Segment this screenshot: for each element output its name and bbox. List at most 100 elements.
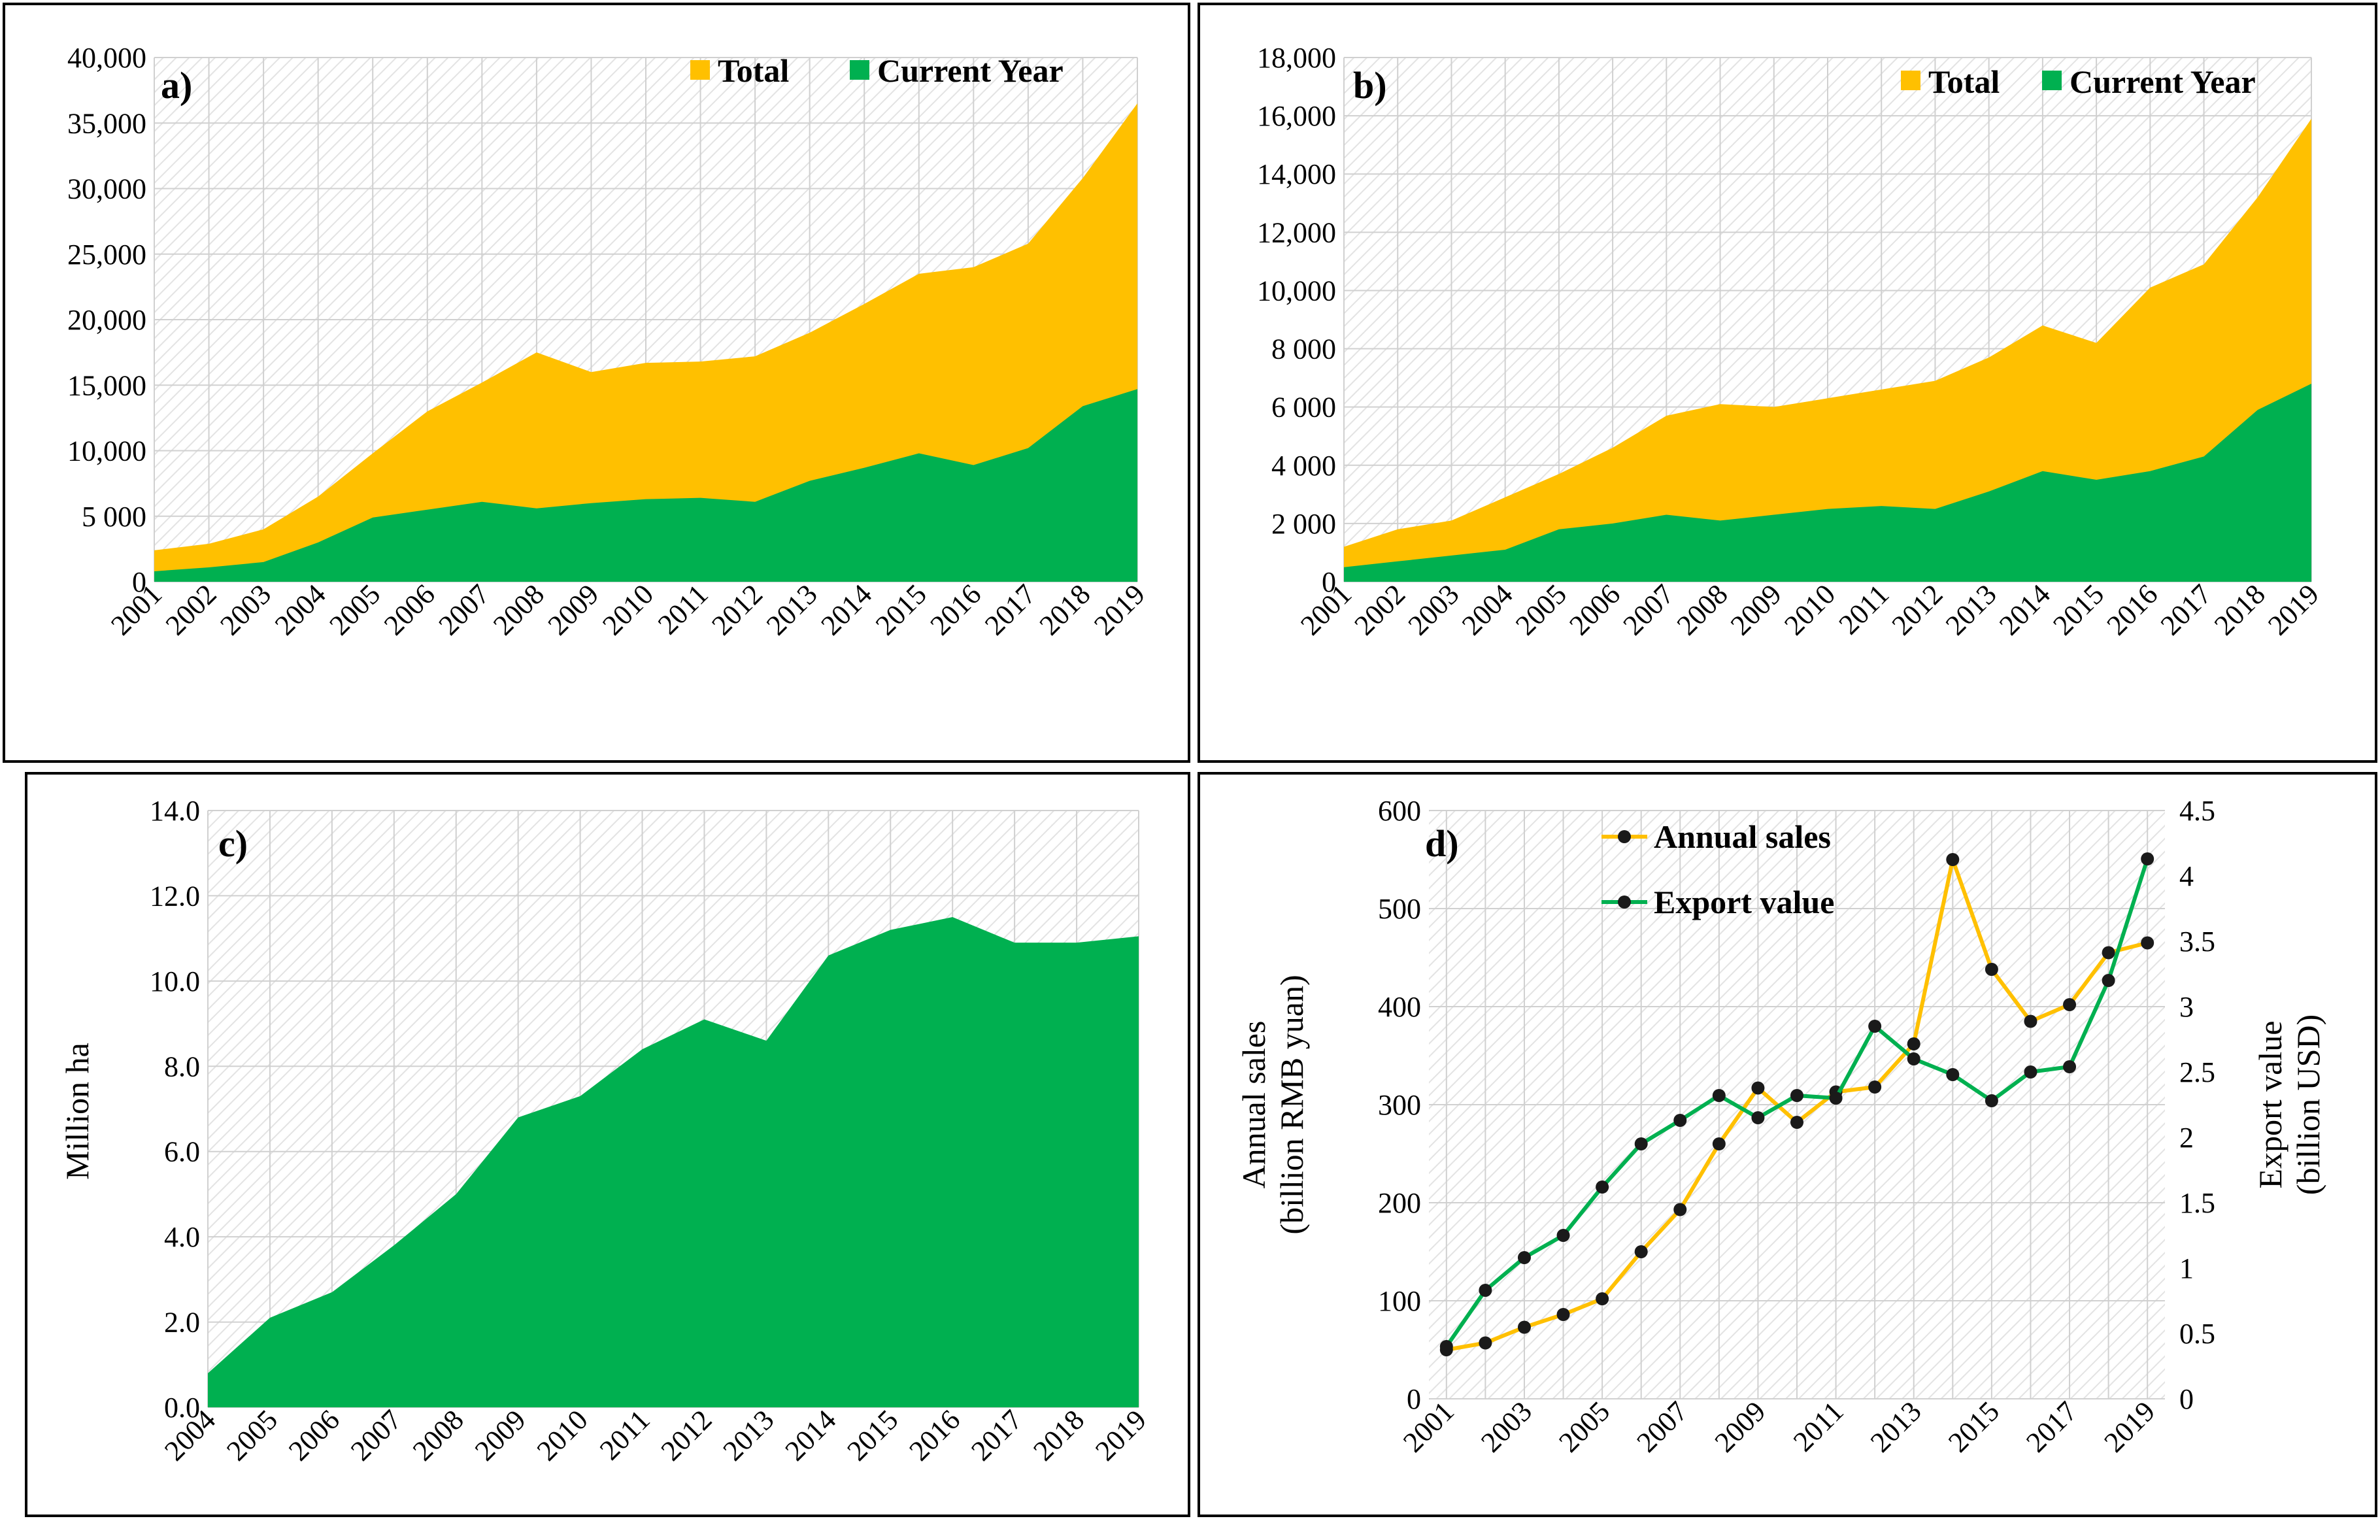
panel-a-y-tick: 40,000: [67, 42, 146, 74]
panel-d-point-annual-sales: [1673, 1203, 1687, 1216]
panel-d-point-export-value: [1673, 1114, 1687, 1127]
panel-c-y-tick: 6.0: [164, 1136, 200, 1168]
panel-b-area-current-year: [1344, 384, 2311, 582]
legend-a-current-label: Current Year: [877, 52, 1064, 89]
legend-b-current-label: Current Year: [2070, 63, 2256, 100]
panel-a-areas: [154, 103, 1137, 582]
panel-d-point-annual-sales: [2063, 998, 2077, 1011]
panel-d-y-title-line1: Annual sales: [1235, 1021, 1272, 1189]
panel-d-y-tick: 500: [1378, 893, 1421, 925]
panel-a: 0 5 000 10,000 15,000 20,000 25,000 30,000 35,0…: [3, 3, 1190, 763]
legend-b-current-swatch: [2042, 71, 2062, 90]
panel-d-point-annual-sales: [1517, 1320, 1531, 1334]
panel-b-legend: Total Current Year: [1901, 63, 2256, 100]
panel-d-y2-tick: 4.5: [2179, 795, 2215, 827]
panel-d-y-tick: 0: [1407, 1383, 1421, 1415]
panel-d-point-annual-sales: [1634, 1245, 1648, 1258]
panel-d-y2-tick: 3: [2179, 991, 2194, 1023]
panel-d-point-export-value: [1556, 1229, 1570, 1242]
panel-d-point-export-value: [2141, 852, 2154, 865]
panel-d-point-export-value: [1479, 1284, 1492, 1297]
legend-d-sales-marker: [1618, 830, 1631, 843]
panel-d-y2-tick: 0: [2179, 1383, 2194, 1415]
panel-d-y-tick: 200: [1378, 1187, 1421, 1219]
panel-d-legend: Annual sales Export value: [1601, 818, 1834, 920]
panel-d-point-export-value: [1517, 1251, 1531, 1264]
panel-d-point-annual-sales: [2024, 1014, 2037, 1028]
panel-d-y2-tick: 2.5: [2179, 1056, 2215, 1088]
panel-d-point-export-value: [1868, 1020, 1882, 1033]
panel-a-y-tick: 25,000: [67, 239, 146, 271]
panel-a-y-tick: 35,000: [67, 107, 146, 139]
panel-d-point-export-value: [1985, 1094, 1998, 1107]
panel-d-point-export-value: [1946, 1068, 1960, 1081]
panel-d-y-tick: 400: [1378, 991, 1421, 1023]
panel-b-y-tick: 16,000: [1257, 100, 1336, 132]
panel-a-y-axis: 0 5 000 10,000 15,000 20,000 25,000 30,000 35,0…: [67, 42, 146, 598]
panel-a-label: a): [161, 64, 192, 107]
panel-d-y-title: Annual sales (billion RMB yuan): [1235, 975, 1310, 1234]
panel-d-y-tick: 100: [1378, 1285, 1421, 1317]
panel-d-point-export-value: [1751, 1111, 1765, 1124]
panel-d-point-annual-sales: [1479, 1336, 1492, 1350]
panel-d-y2-title-line2: (billion USD): [2290, 1014, 2326, 1195]
panel-d-y2-tick: 0.5: [2179, 1318, 2215, 1350]
panel-d-y-title-line2: (billion RMB yuan): [1273, 975, 1310, 1234]
panel-b-y-tick: 0: [1322, 566, 1336, 598]
panel-b-y-tick: 8 000: [1271, 333, 1336, 365]
panel-d-y2-axis: 0 0.5 1 1.5 2 2.5 3 3.5 4 4.5: [2179, 795, 2215, 1415]
panel-d-y2-tick: 3.5: [2179, 926, 2215, 958]
legend-b-total-swatch: [1901, 71, 1920, 90]
panel-d-point-annual-sales: [1946, 853, 1960, 866]
panel-d-point-annual-sales: [1868, 1080, 1882, 1094]
panel-c-y-tick: 12.0: [150, 880, 200, 912]
panel-d-point-annual-sales: [2141, 936, 2154, 950]
legend-a-total-swatch: [690, 60, 710, 80]
panel-d-point-annual-sales: [1712, 1137, 1726, 1150]
panel-b-y-tick: 18,000: [1257, 42, 1336, 74]
panel-b-area-total: [1344, 118, 2311, 582]
panel-a-y-tick: 20,000: [67, 304, 146, 336]
panel-a-legend: Total Current Year: [690, 52, 1064, 89]
panel-b-areas: [1344, 118, 2311, 582]
panel-c-area-area: [208, 917, 1139, 1407]
panel-d-point-annual-sales: [1985, 963, 1998, 976]
panel-d-y2-title-line1: Export value: [2252, 1021, 2288, 1189]
panel-d-point-export-value: [1712, 1089, 1726, 1102]
panel-c-label: c): [218, 822, 248, 865]
legend-a-current-swatch: [850, 60, 869, 80]
panel-d-y2-tick: 1: [2179, 1252, 2194, 1284]
panel-c-y-title: Million ha: [59, 1043, 95, 1180]
panel-d-y-tick: 300: [1378, 1089, 1421, 1121]
panel-b-y-tick: 4 000: [1271, 450, 1336, 482]
panel-c-y-tick: 2.0: [164, 1307, 200, 1339]
panel-d-lines: [1439, 852, 2154, 1356]
panel-b-y-tick: 6 000: [1271, 392, 1336, 424]
panel-a-y-tick: 0: [132, 566, 146, 598]
panel-d-point-annual-sales: [1556, 1308, 1570, 1321]
panel-a-y-tick: 30,000: [67, 173, 146, 205]
panel-d: 0 100 200 300 400 500 600 0 0.5 1 1.5 2 2.5 3 3.5 4 4.5…: [1198, 772, 2377, 1517]
panel-d-y2-title: Export value (billion USD): [2252, 1014, 2326, 1195]
panel-b-y-axis: 0 2 000 4 000 6 000 8 000 10,000 12,000 14,000 1…: [1257, 42, 1336, 598]
panel-d-point-export-value: [1829, 1092, 1843, 1105]
panel-d-y-axis: 0 100 200 300 400 500 600: [1378, 795, 1421, 1415]
panel-d-point-export-value: [1907, 1052, 1920, 1065]
panel-c-y-tick: 0.0: [164, 1392, 200, 1424]
panel-d-y2-tick: 2: [2179, 1122, 2194, 1154]
panel-d-label: d): [1425, 822, 1459, 865]
panel-d-point-export-value: [2102, 974, 2115, 987]
legend-d-export-label: Export value: [1654, 884, 1834, 920]
panel-d-point-export-value: [1790, 1089, 1803, 1102]
panel-a-y-tick: 5 000: [82, 501, 146, 533]
panel-d-y2-tick: 4: [2179, 860, 2194, 892]
legend-d-export-marker: [1618, 896, 1631, 909]
panel-b-label: b): [1353, 64, 1387, 107]
panel-d-point-annual-sales: [1790, 1116, 1803, 1129]
panel-d-y-tick: 600: [1378, 795, 1421, 827]
panel-c-y-axis: 0.0 2.0 4.0 6.0 8.0 10.0 12.0 14.0: [150, 795, 200, 1424]
panel-c-y-tick: 8.0: [164, 1050, 200, 1082]
panel-d-point-export-value: [1439, 1340, 1453, 1353]
panel-d-point-annual-sales: [1596, 1292, 1609, 1305]
